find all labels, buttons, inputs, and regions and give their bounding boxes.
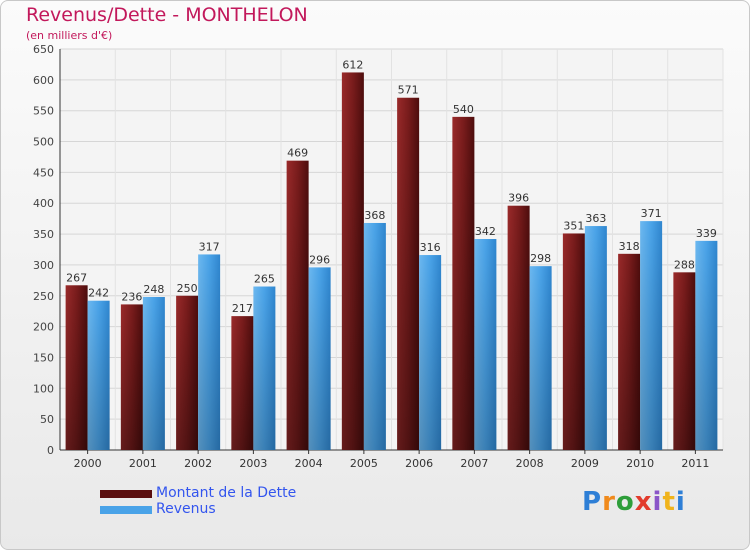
bar-shade (253, 286, 276, 450)
bar-shade (231, 316, 254, 450)
logo-letter: t (662, 487, 676, 517)
x-tick-label: 2001 (129, 457, 157, 470)
x-tick-label: 2009 (571, 457, 599, 470)
x-tick-label: 2002 (184, 457, 212, 470)
bar-shade (142, 297, 165, 450)
debt-value-label: 540 (453, 103, 474, 116)
bar-shade (286, 160, 309, 450)
y-tick-label: 0 (47, 444, 54, 457)
bar-shade (198, 254, 221, 450)
revenue-value-label: 248 (143, 283, 164, 296)
y-tick-label: 550 (33, 105, 54, 118)
bar-shade (87, 300, 110, 450)
y-tick-label: 250 (33, 290, 54, 303)
y-tick-label: 650 (33, 43, 54, 56)
bar-shade (363, 222, 386, 450)
proxiti-logo: Proxiti (582, 487, 686, 517)
bar-shade (397, 97, 420, 450)
debt-value-label: 351 (563, 219, 584, 232)
debt-value-label: 236 (121, 290, 142, 303)
bar-shade (65, 285, 88, 450)
logo-letter: x (634, 487, 653, 517)
bar-shade (529, 266, 552, 450)
bar-shade (474, 239, 497, 450)
revenue-value-label: 317 (199, 240, 220, 253)
chart-title: Revenus/Dette - MONTHELON (26, 4, 308, 26)
x-tick-label: 2011 (681, 457, 709, 470)
y-tick-label: 50 (40, 413, 54, 426)
bar-shade (419, 255, 442, 450)
x-tick-label: 2004 (295, 457, 323, 470)
y-tick-label: 300 (33, 259, 54, 272)
bar-shade (673, 272, 696, 450)
revenue-value-label: 368 (364, 209, 385, 222)
y-tick-label: 400 (33, 197, 54, 210)
x-tick-label: 2007 (460, 457, 488, 470)
bars (65, 72, 718, 450)
bar-shade (584, 226, 607, 450)
debt-value-label: 396 (508, 192, 529, 205)
bar-shade (507, 205, 530, 450)
bar-shade (120, 304, 143, 450)
y-tick-label: 450 (33, 166, 54, 179)
grid-lines (59, 48, 724, 454)
legend-swatch-debt (100, 490, 152, 498)
revenue-value-label: 342 (475, 225, 496, 238)
x-tick-label: 2006 (405, 457, 433, 470)
logo-letter: i (675, 487, 686, 517)
revenue-value-label: 363 (585, 212, 606, 225)
revenue-value-label: 296 (309, 253, 330, 266)
legend-label-revenue: Revenus (156, 501, 216, 517)
legend-label-debt: Montant de la Dette (156, 485, 297, 501)
debt-value-label: 318 (619, 240, 640, 253)
bar-shade (695, 240, 718, 450)
revenue-value-label: 265 (254, 273, 275, 286)
bar-shade (640, 221, 663, 450)
logo-letter: r (602, 487, 616, 517)
logo-letter: i (652, 487, 663, 517)
debt-value-label: 469 (287, 147, 308, 160)
debt-value-label: 217 (232, 302, 253, 315)
legend-swatch-revenue (100, 506, 152, 514)
bar-shade (562, 233, 585, 450)
logo-letter: o (615, 487, 635, 517)
x-tick-label: 2005 (350, 457, 378, 470)
debt-value-label: 267 (66, 271, 87, 284)
y-tick-label: 600 (33, 74, 54, 87)
bar-shade (341, 72, 364, 450)
logo-letter: P (582, 487, 603, 517)
debt-value-label: 250 (177, 282, 198, 295)
x-tick-label: 2000 (74, 457, 102, 470)
revenue-value-label: 371 (641, 207, 662, 220)
debt-value-label: 288 (674, 258, 695, 271)
revenue-value-label: 339 (696, 227, 717, 240)
revenue-value-label: 298 (530, 252, 551, 265)
debt-value-label: 612 (342, 58, 363, 71)
revenue-value-label: 242 (88, 287, 109, 300)
y-tick-label: 500 (33, 136, 54, 149)
x-tick-label: 2010 (626, 457, 654, 470)
x-tick-label: 2008 (516, 457, 544, 470)
y-tick-label: 150 (33, 351, 54, 364)
bar-shade (618, 253, 641, 450)
revenue-value-label: 316 (420, 241, 441, 254)
labels: 0 50 100 150 200 250 300 350 400 450 500 550 600 650 2… (33, 43, 717, 470)
debt-value-label: 571 (398, 84, 419, 97)
y-tick-label: 200 (33, 321, 54, 334)
y-tick-label: 350 (33, 228, 54, 241)
bar-shade (308, 267, 331, 450)
bar-shade (452, 116, 475, 450)
chart-subtitle: (en milliers d'€) (26, 29, 113, 42)
bar-shade (176, 295, 199, 450)
x-tick-label: 2003 (239, 457, 267, 470)
y-tick-label: 100 (33, 382, 54, 395)
